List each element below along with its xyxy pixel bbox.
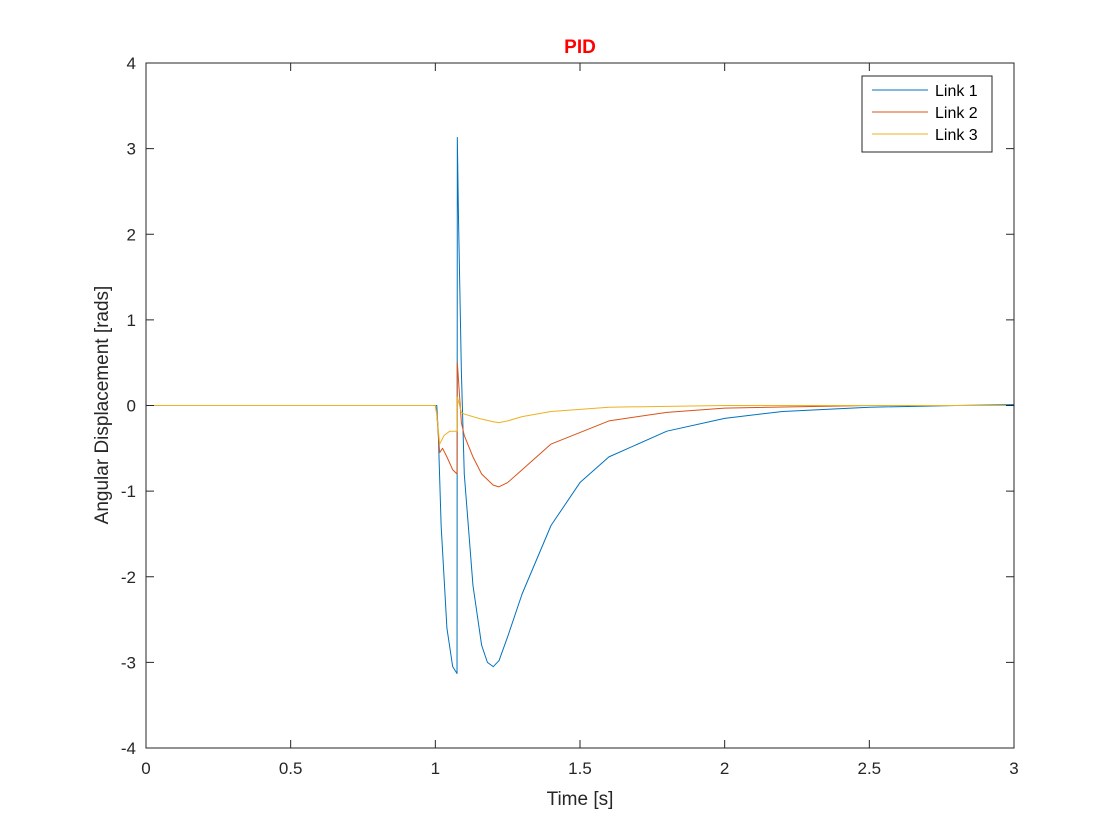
legend-box xyxy=(861,75,993,153)
y-tick-label: -3 xyxy=(121,653,136,672)
x-tick-label: 2 xyxy=(720,759,729,778)
legend: Link 1 Link 2 Link 3 xyxy=(861,75,993,153)
series-line-link-1 xyxy=(146,136,1015,675)
x-tick-label: 0 xyxy=(141,759,150,778)
x-tick-label: 1 xyxy=(431,759,440,778)
chart-title: PID xyxy=(564,37,596,58)
series-line-link-2 xyxy=(146,362,1014,488)
x-tick-label: 2.5 xyxy=(858,759,882,778)
series-line-link-3 xyxy=(146,396,1014,445)
legend-label-link-1: Link 1 xyxy=(935,83,978,100)
y-axis-label: Angular Displacement [rads] xyxy=(92,286,113,525)
x-tick-label: 3 xyxy=(1009,759,1018,778)
y-tick-label: 2 xyxy=(127,225,136,244)
series-layer xyxy=(146,136,1015,675)
y-tick-label: 1 xyxy=(127,311,136,330)
y-tick-label: 3 xyxy=(127,140,136,159)
y-tick-label: 4 xyxy=(127,54,136,73)
ticks-layer: 0 0.5 1 1.5 2 2.5 3 -4 -3 -2 -1 0 1 2 3 4 xyxy=(121,54,1019,778)
y-tick-label: -2 xyxy=(121,568,136,587)
x-tick-label: 1.5 xyxy=(568,759,592,778)
y-tick-label: -1 xyxy=(121,482,136,501)
legend-label-link-2: Link 2 xyxy=(935,105,978,122)
y-tick-label: -4 xyxy=(121,739,136,758)
legend-label-link-3: Link 3 xyxy=(935,127,978,144)
y-tick-label: 0 xyxy=(127,397,136,416)
x-tick-label: 0.5 xyxy=(279,759,303,778)
x-axis-label: Time [s] xyxy=(547,789,614,810)
